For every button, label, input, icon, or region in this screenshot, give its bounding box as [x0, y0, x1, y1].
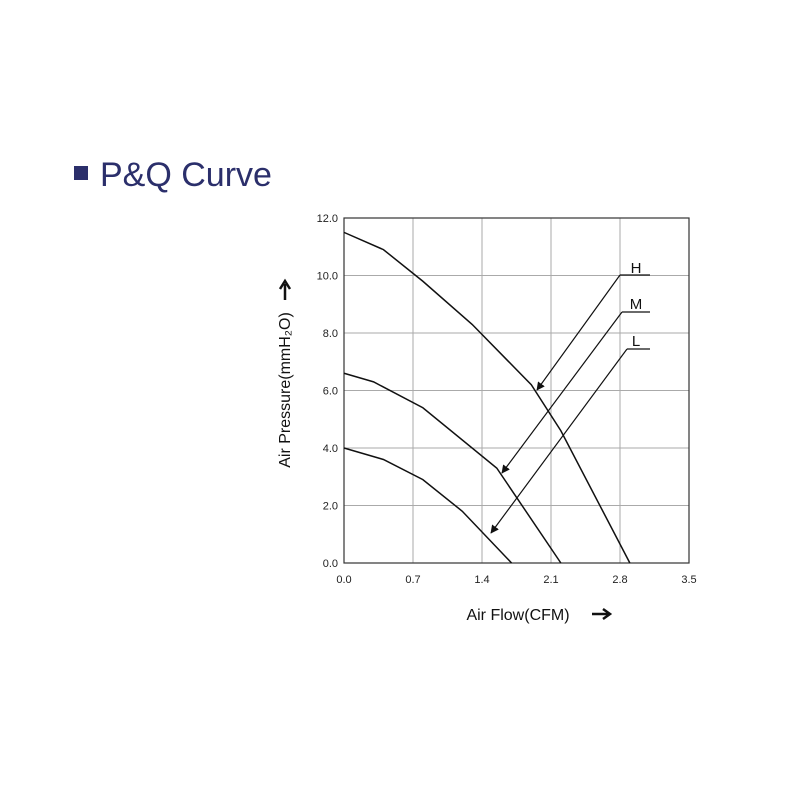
- x-axis-arrow: [592, 607, 613, 621]
- curve: [343, 231, 631, 564]
- series-label: L: [632, 333, 640, 350]
- plot-frame: [343, 217, 690, 564]
- plot: 0.0 0.7 1.4 2.1 2.8 3.5 0.0 2.0 4.0 6.0 8.0 10.0 12.…: [317, 213, 697, 586]
- x-tick-label: 2.1: [543, 574, 558, 586]
- chart-title: P&Q Curve: [100, 156, 272, 194]
- y-axis-label: Air Pressure(mmH₂O): [277, 312, 294, 468]
- y-tick-label: 8.0: [323, 328, 338, 340]
- y-tick-label: 10.0: [317, 271, 338, 283]
- series-label: H: [631, 260, 642, 277]
- x-tick-label: 2.8: [612, 574, 627, 586]
- x-tick-label: 0.0: [336, 574, 351, 586]
- annotation-arrow: [501, 311, 623, 474]
- y-tick-label: 12.0: [317, 213, 338, 225]
- y-tick-label: 6.0: [323, 386, 338, 398]
- annotation-arrow: [536, 274, 621, 391]
- y-tick-label: 0.0: [323, 558, 338, 570]
- x-axis-label: Air Flow(CFM): [466, 607, 569, 624]
- curve: [343, 447, 513, 564]
- curve: [343, 372, 562, 564]
- title-bullet: [74, 166, 88, 180]
- y-tick-label: 4.0: [323, 443, 338, 455]
- annotation-arrow: [490, 348, 628, 534]
- y-tick-label: 2.0: [323, 501, 338, 513]
- x-tick-label: 3.5: [681, 574, 696, 586]
- x-tick-label: 1.4: [474, 574, 489, 586]
- series-label: M: [630, 296, 643, 313]
- y-axis-arrow: [278, 278, 292, 300]
- x-tick-label: 0.7: [405, 574, 420, 586]
